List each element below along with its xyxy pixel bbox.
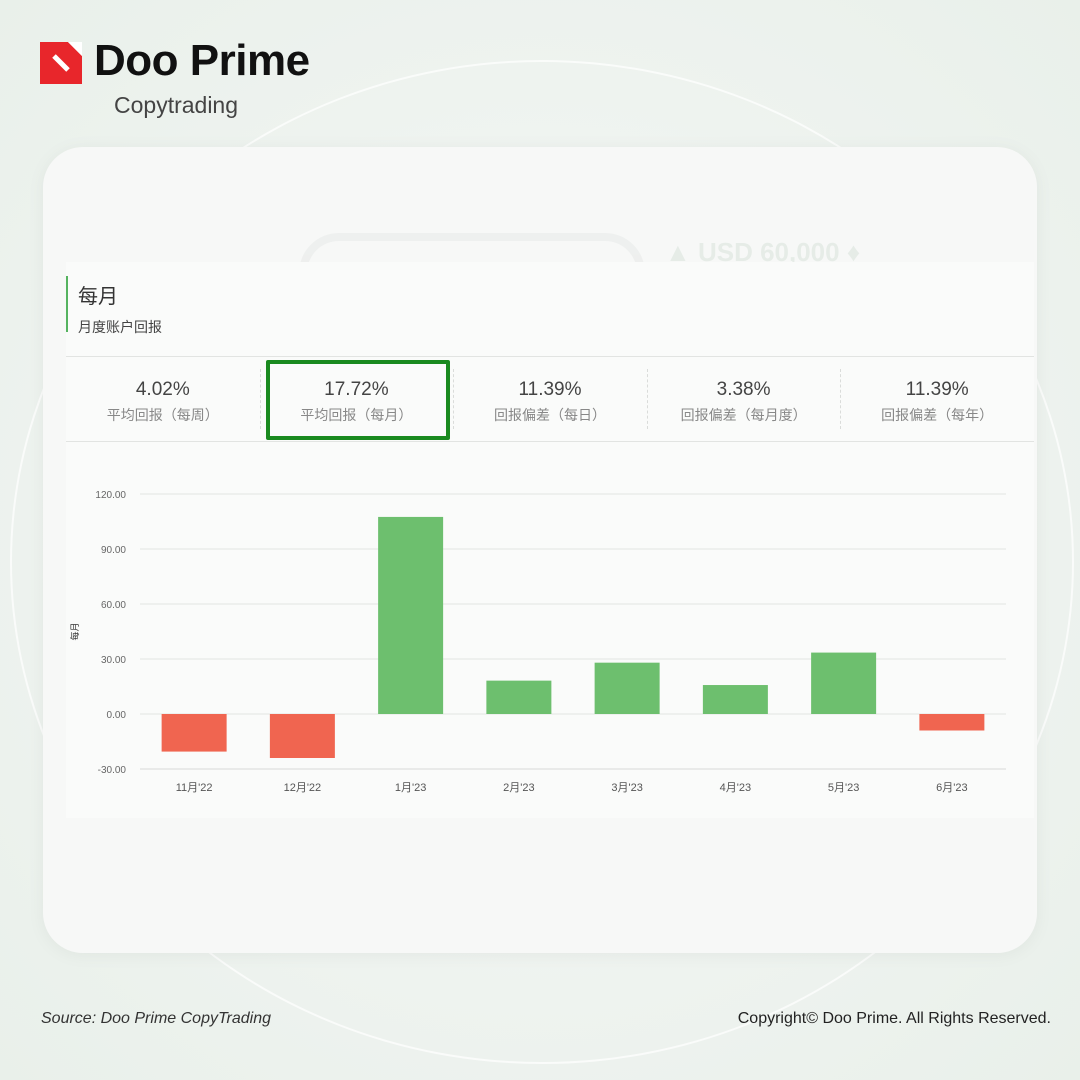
stat-label: 回报偏差（每月度）: [680, 407, 807, 423]
stat-dev-monthly: 3.38% 回报偏差（每月度）: [646, 357, 841, 441]
y-axis-label: 每月: [69, 622, 80, 640]
x-tick-label: 3月'23: [611, 782, 642, 794]
stat-avg-monthly: 17.72% 平均回报（每月）: [259, 357, 454, 441]
bar-6: [811, 652, 877, 714]
source-note: Source: Doo Prime CopyTrading: [41, 1010, 272, 1027]
doo-prime-logo-icon: [40, 42, 82, 84]
x-tick-label: 4月'23: [720, 782, 751, 794]
stat-value: 11.39%: [518, 379, 582, 400]
x-tick-label: 6月'23: [936, 782, 967, 794]
panel-subtitle: 月度账户回报: [78, 319, 162, 335]
y-tick-label: 90.00: [101, 545, 126, 556]
stat-value: 3.38%: [716, 379, 771, 400]
brand-logo: Doo Prime Copytrading: [40, 36, 340, 130]
stat-label: 平均回报（每周）: [106, 407, 219, 423]
x-tick-label: 12月'22: [284, 782, 322, 794]
stat-label: 回报偏差（每年）: [881, 407, 994, 423]
stat-value: 11.39%: [905, 379, 969, 400]
copyright-note: Copyright© Doo Prime. All Rights Reserve…: [737, 1010, 1051, 1027]
stat-value: 17.72%: [324, 379, 389, 400]
stat-dev-yearly: 11.39% 回报偏差（每年）: [840, 357, 1034, 441]
x-tick-label: 11月'22: [176, 782, 213, 794]
stat-label: 回报偏差（每日）: [493, 407, 606, 423]
stat-value: 4.02%: [135, 379, 190, 400]
bar-3: [486, 680, 552, 714]
y-tick-label: 0.00: [107, 710, 127, 721]
bar-4: [594, 662, 660, 714]
y-tick-label: 60.00: [101, 600, 126, 611]
y-tick-label: 120.00: [95, 490, 126, 501]
highlight-box: [266, 360, 450, 440]
y-tick-label: -30.00: [98, 765, 127, 776]
bar-7: [919, 714, 985, 731]
stat-dev-daily: 11.39% 回报偏差（每日）: [453, 357, 647, 441]
panel-title: 每月: [78, 286, 118, 308]
stat-label: 平均回报（每月）: [300, 407, 413, 423]
bar-2: [378, 516, 444, 714]
bar-5: [702, 685, 768, 714]
x-tick-label: 5月'23: [828, 782, 859, 794]
stats-row: 4.02% 平均回报（每周） 17.72% 平均回报（每月） 11.39% 回报…: [66, 356, 1034, 442]
stat-avg-weekly: 4.02% 平均回报（每周）: [66, 357, 260, 441]
x-tick-label: 1月'23: [395, 782, 426, 794]
bar-0: [161, 714, 227, 752]
panel-header: 每月 月度账户回报: [66, 276, 162, 335]
bar-1: [269, 714, 335, 758]
y-tick-label: 30.00: [101, 655, 126, 666]
monthly-returns-chart: 120.00 90.00 60.00 30.00 0.00 -30.00 每月 11月'22 1…: [69, 490, 1006, 794]
brand-subtitle: Copytrading: [114, 92, 239, 118]
monthly-returns-panel: 每月 月度账户回报 4.02% 平均回报（每周） 17.72% 平均回报（每月）…: [66, 262, 1034, 818]
brand-name: Doo Prime: [94, 36, 310, 85]
x-tick-label: 2月'23: [503, 782, 534, 794]
